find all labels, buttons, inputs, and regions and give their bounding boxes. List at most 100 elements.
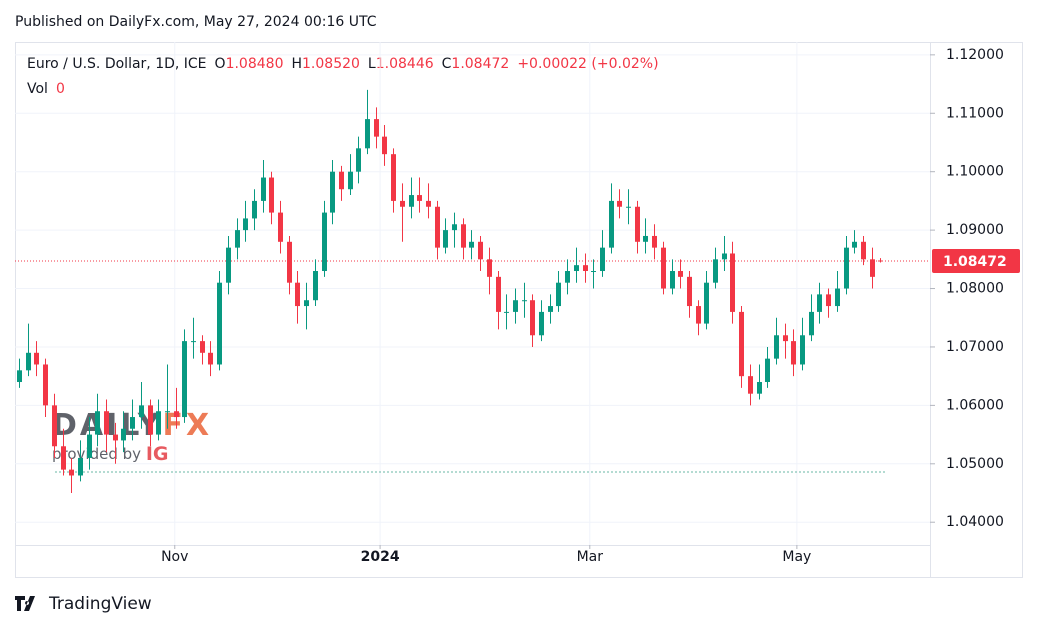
candle-body [330, 171, 335, 213]
y-tick-label: 1.11000 [946, 105, 1004, 121]
candle-body [800, 335, 805, 365]
candle-body [704, 282, 709, 324]
candle-body [113, 434, 118, 441]
candle-body [452, 224, 457, 231]
candle-body [844, 247, 849, 289]
y-tick-label: 1.05000 [946, 456, 1004, 472]
symbol-name: Euro / U.S. Dollar, 1D, ICE [27, 56, 207, 72]
candle-body [95, 411, 100, 435]
candle-body [174, 411, 179, 418]
candle-body [339, 171, 344, 190]
candle-body [34, 352, 39, 365]
candle-body [861, 241, 866, 260]
candle-body [539, 311, 544, 336]
y-tick-label: 1.07000 [946, 339, 1004, 355]
candle-body [722, 253, 727, 260]
candle-body [635, 206, 640, 242]
candle-body [365, 119, 370, 149]
candle-body [478, 241, 483, 260]
x-tick-label: Mar [577, 549, 604, 565]
last-price-tag [932, 248, 1020, 273]
candle-body [678, 271, 683, 277]
candle-body [52, 405, 57, 447]
candle-body [191, 341, 196, 343]
y-tick-label: 1.04000 [946, 514, 1004, 530]
published-title: Published on DailyFx.com, May 27, 2024 0… [15, 14, 377, 30]
candle-body [609, 200, 614, 248]
candle-body [295, 282, 300, 307]
candle-body [243, 218, 248, 231]
candle-body [835, 288, 840, 307]
legend-key: L [368, 56, 376, 72]
candle-body [513, 300, 518, 312]
candle-body [461, 224, 466, 248]
candle-body [670, 271, 675, 289]
candle-body [252, 200, 257, 219]
candle-body [504, 311, 509, 313]
candle-body [643, 235, 648, 242]
candle-body [61, 446, 66, 470]
candle-body [235, 230, 240, 248]
candle-body [522, 300, 527, 302]
candle-body [121, 428, 126, 441]
candle-body [156, 411, 161, 435]
candle-body [878, 260, 883, 262]
legend-change: +0.00022 (+0.02%) [517, 56, 658, 72]
candle-body [261, 177, 266, 201]
candle-body [487, 259, 492, 277]
candle-body [496, 276, 501, 312]
candle-body [574, 265, 579, 272]
candle-body [600, 247, 605, 272]
candle-body [652, 235, 657, 248]
x-tick-label: 2024 [361, 549, 400, 565]
candle-body [809, 311, 814, 336]
legend-value: 1.08480 [226, 56, 284, 72]
candle-body [304, 300, 309, 307]
provided: provided by [52, 445, 141, 463]
candle-body [417, 195, 422, 201]
legend-value: 1.08446 [376, 56, 434, 72]
candle-body [269, 177, 274, 213]
y-tick-label: 1.08000 [946, 281, 1004, 297]
legend-line: Euro / U.S. Dollar, 1D, ICE O1.08480 H1.08… [27, 56, 659, 72]
candle-body [626, 206, 631, 208]
y-tick-label: 1.06000 [946, 397, 1004, 413]
candle-body [739, 311, 744, 377]
candle-body [87, 434, 92, 458]
candle-body [435, 206, 440, 248]
candle-body [182, 341, 187, 418]
legend-key: O [215, 56, 226, 72]
candle-body [69, 469, 74, 476]
candle-body [591, 271, 596, 273]
candle-body [583, 265, 588, 272]
candle-body [391, 154, 396, 201]
candle-body [530, 300, 535, 336]
candle-body [783, 335, 788, 342]
candle-body [208, 352, 213, 365]
candle-body [852, 241, 857, 248]
candle-body [278, 212, 283, 242]
candle-body [730, 253, 735, 312]
legend-value: 1.08472 [451, 56, 509, 72]
candle-body [165, 411, 170, 413]
candle-body [443, 230, 448, 248]
candle-body [696, 306, 701, 324]
watermark-provided: provided by IG [52, 443, 168, 465]
candle-body [17, 370, 22, 383]
candle-body [374, 119, 379, 137]
candle-body [130, 417, 135, 429]
candle-body [661, 247, 666, 289]
candle-body [356, 148, 361, 172]
candle-body [817, 294, 822, 312]
candle-body [765, 358, 770, 383]
candle-body [748, 376, 753, 394]
candle-body [200, 341, 205, 353]
candle-body [687, 276, 692, 307]
candle-body [382, 136, 387, 155]
last-price-label: 1.08472 [943, 254, 1007, 270]
candle-body [826, 294, 831, 307]
tv-brand: TradingView [48, 594, 152, 614]
candle-body [870, 259, 875, 277]
